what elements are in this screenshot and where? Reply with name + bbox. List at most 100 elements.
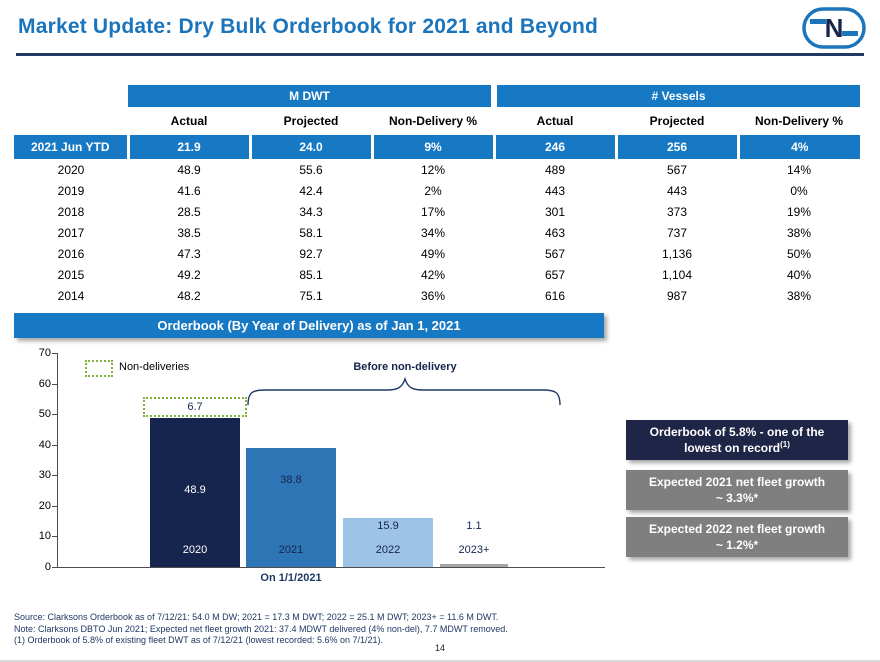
value-cell: 4% bbox=[736, 135, 861, 159]
table-group-header-row: M DWT # Vessels bbox=[14, 85, 861, 107]
svg-text:N: N bbox=[825, 13, 844, 43]
group-header-mdwt: M DWT bbox=[128, 85, 495, 107]
bar-value-label: 48.9 bbox=[184, 484, 206, 496]
value-cell: 301 bbox=[545, 204, 566, 219]
bar-2022 bbox=[343, 518, 433, 567]
orderbook-table: M DWT # Vessels Actual Projected Non-Del… bbox=[14, 85, 861, 306]
year-cell: 2014 bbox=[57, 288, 85, 303]
callout-line2: ~ 1.2%* bbox=[715, 538, 759, 552]
table-row: 2016 47.3 92.7 49% 567 1,136 50% bbox=[14, 243, 860, 264]
orderbook-table-body: 2021 Jun YTD 21.9 24.0 9% 246 256 4% 2020 48.9 55… bbox=[14, 135, 861, 306]
value-cell: 34.3 bbox=[299, 204, 323, 219]
y-tick-label: 30 bbox=[38, 469, 51, 482]
bar-2020 bbox=[150, 417, 240, 567]
table-row: 2017 38.5 58.1 34% 463 737 38% bbox=[14, 222, 860, 243]
y-tick-mark bbox=[52, 505, 57, 507]
value-cell: 2% bbox=[424, 183, 442, 198]
footnotes: Source: Clarksons Orderbook as of 7/12/2… bbox=[14, 612, 508, 647]
y-tick-mark bbox=[52, 353, 57, 354]
y-tick-mark bbox=[52, 444, 57, 446]
col-header-actual-mdwt: Actual bbox=[170, 114, 208, 128]
value-cell: 49.2 bbox=[177, 267, 201, 282]
table-row: 2015 49.2 85.1 42% 657 1,104 40% bbox=[14, 264, 860, 285]
value-cell: 48.9 bbox=[177, 162, 201, 177]
callout-line2: ~ 3.3%* bbox=[715, 491, 759, 505]
bar-value-label: 1.1 bbox=[466, 520, 482, 532]
col-header-nondelivery-mdwt: Non-Delivery % bbox=[388, 114, 478, 128]
footnote-ref: (1) bbox=[780, 440, 790, 449]
callout-2022-fleet-growth: Expected 2022 net fleet growth ~ 1.2%* bbox=[626, 517, 848, 557]
non-delivery-value-label: 6.7 bbox=[187, 401, 203, 414]
col-header-projected-vessels: Projected bbox=[649, 114, 705, 128]
value-cell: 12% bbox=[420, 162, 446, 177]
bar-category-label: 2022 bbox=[375, 544, 401, 556]
value-cell: 463 bbox=[545, 225, 566, 240]
year-cell: 2016 bbox=[57, 246, 85, 261]
table-row: 2020 48.9 55.6 12% 489 567 14% bbox=[14, 159, 860, 180]
bar-category-label: 2021 bbox=[278, 544, 304, 556]
value-cell: 92.7 bbox=[299, 246, 323, 261]
value-cell: 38% bbox=[787, 288, 812, 303]
table-subheader-row: Actual Projected Non-Delivery % Actual P… bbox=[14, 107, 860, 135]
col-header-nondelivery-vessels: Non-Delivery % bbox=[755, 114, 844, 128]
value-cell: 1,136 bbox=[662, 246, 693, 261]
value-cell: 42.4 bbox=[299, 183, 323, 198]
value-cell: 58.1 bbox=[299, 225, 323, 240]
footnote-1: (1) Orderbook of 5.8% of existing fleet … bbox=[14, 635, 384, 645]
value-cell: 24.0 bbox=[248, 135, 372, 159]
y-tick-mark bbox=[52, 536, 57, 538]
bar-category-label: 2023+ bbox=[458, 544, 490, 556]
value-cell: 34% bbox=[420, 225, 446, 240]
y-tick-label: 70 bbox=[38, 347, 51, 359]
spacer-cell bbox=[14, 107, 128, 135]
y-tick-label: 40 bbox=[38, 438, 51, 451]
value-cell: 9% bbox=[370, 135, 495, 159]
value-cell: 0% bbox=[790, 183, 808, 198]
page-title: Market Update: Dry Bulk Orderbook for 20… bbox=[18, 15, 599, 38]
value-cell: 19% bbox=[787, 204, 812, 219]
value-cell: 443 bbox=[667, 183, 688, 198]
before-non-delivery-label: Before non-delivery bbox=[353, 361, 457, 373]
navios-logo-icon: N bbox=[802, 7, 866, 49]
x-axis-note: On 1/1/2021 bbox=[260, 572, 322, 584]
bar-2023+ bbox=[440, 563, 508, 567]
value-cell: 567 bbox=[545, 246, 566, 261]
y-tick-label: 10 bbox=[38, 530, 51, 543]
callout-line1: Expected 2022 net fleet growth bbox=[648, 521, 826, 536]
value-cell: 55.6 bbox=[299, 162, 323, 177]
bar-category-label: 2020 bbox=[182, 544, 208, 556]
value-cell: 49% bbox=[420, 246, 446, 261]
footnote-source: Source: Clarksons Orderbook as of 7/12/2… bbox=[14, 612, 499, 622]
value-cell: 42% bbox=[420, 267, 446, 282]
chart-title-banner: Orderbook (By Year of Delivery) as of Ja… bbox=[14, 313, 604, 338]
value-cell: 737 bbox=[667, 225, 688, 240]
value-cell: 48.2 bbox=[177, 288, 201, 303]
value-cell: 41.6 bbox=[177, 183, 201, 198]
footnote-note: Note: Clarksons DBTO Jun 2021; Expected … bbox=[14, 623, 508, 634]
col-header-actual-vessels: Actual bbox=[536, 114, 574, 128]
value-cell: 40% bbox=[787, 267, 812, 282]
year-cell: 2018 bbox=[57, 204, 85, 219]
col-header-projected-mdwt: Projected bbox=[283, 114, 339, 128]
year-cell: 2017 bbox=[57, 225, 85, 240]
callout-2021-fleet-growth: Expected 2021 net fleet growth ~ 3.3%* bbox=[626, 470, 848, 510]
y-tick-mark bbox=[52, 383, 57, 385]
value-cell: 17% bbox=[420, 204, 446, 219]
value-cell: 38.5 bbox=[177, 225, 201, 240]
non-delivery-box bbox=[143, 397, 247, 418]
y-tick-mark bbox=[52, 567, 57, 568]
value-cell: 38% bbox=[787, 225, 812, 240]
value-cell: 373 bbox=[667, 204, 688, 219]
year-cell: 2015 bbox=[57, 267, 85, 282]
value-cell: 443 bbox=[545, 183, 566, 198]
table-row: 2019 41.6 42.4 2% 443 443 0% bbox=[14, 180, 860, 201]
orderbook-bar-chart: Non-deliveries Before non-delivery On 1/… bbox=[25, 347, 625, 598]
y-axis bbox=[57, 353, 58, 568]
value-cell: 616 bbox=[545, 288, 566, 303]
value-cell: 28.5 bbox=[177, 204, 201, 219]
company-logo: N bbox=[802, 7, 866, 49]
table-row: 2018 28.5 34.3 17% 301 373 19% bbox=[14, 201, 860, 222]
table-row: 2014 48.2 75.1 36% 616 987 38% bbox=[14, 285, 860, 306]
callout-line1: Orderbook of 5.8% - one of the bbox=[649, 424, 825, 439]
